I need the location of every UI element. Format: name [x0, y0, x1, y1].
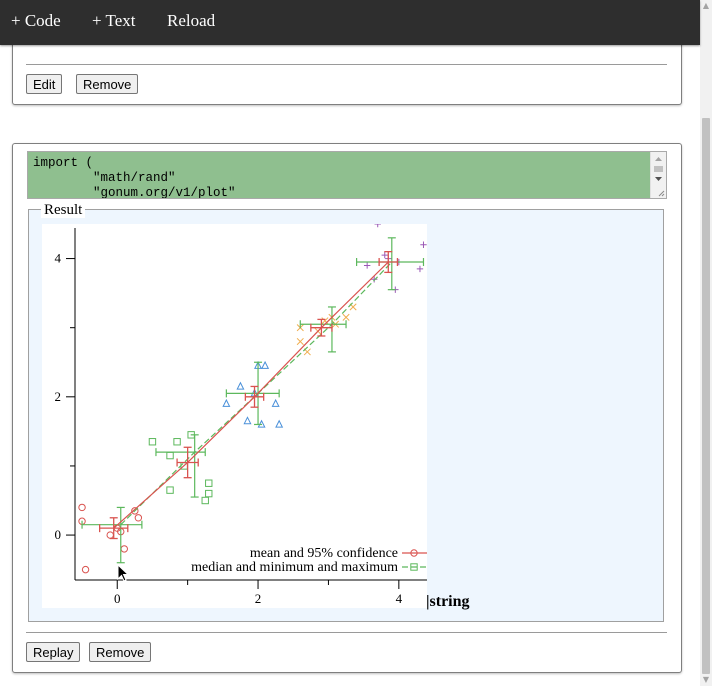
- y-tick-label: 0: [55, 527, 62, 542]
- remove-button[interactable]: Remove: [76, 74, 139, 94]
- y-tick-label: 4: [55, 251, 62, 266]
- x-tick-label: 2: [255, 591, 261, 606]
- edit-button[interactable]: Edit: [26, 74, 63, 94]
- mouse-cursor-icon: [117, 564, 129, 582]
- code-scrollbar-arrows-icon: [654, 157, 665, 197]
- legend-label: mean and 95% confidence: [250, 546, 398, 561]
- result-type-label: |string: [426, 593, 470, 610]
- scatter-point: [131, 507, 139, 515]
- scatter-point: [148, 438, 157, 446]
- scatter-point: [205, 489, 213, 498]
- scatter-point: [371, 276, 378, 283]
- x-tick-label: 0: [114, 591, 121, 606]
- scatter-point: [205, 479, 213, 487]
- scatter-point: [78, 503, 86, 512]
- code-scrollbar[interactable]: [650, 152, 666, 198]
- mean-series-line: [113, 261, 389, 529]
- scatter-point: [120, 545, 128, 553]
- scatter-point: [134, 514, 143, 522]
- scatter-point: [321, 317, 329, 325]
- scatter-point: [261, 360, 270, 369]
- scatter-point: [81, 565, 90, 574]
- scatter-point: [166, 486, 174, 494]
- scatter-point: [381, 251, 388, 259]
- cell-divider: [26, 632, 667, 633]
- plot-image: 0 2 4 0 2 4 mean and 95% confidence median and …: [42, 224, 427, 608]
- scatter-point: [275, 419, 284, 428]
- cell-code: import ( "math/rand" "gonum.org/v1/plot"…: [12, 143, 682, 673]
- add-code-button[interactable]: + Code: [11, 11, 61, 30]
- code-text[interactable]: import ( "math/rand" "gonum.org/v1/plot": [33, 156, 236, 199]
- scatter-point: [271, 398, 280, 407]
- result-legend: Result: [41, 202, 86, 218]
- scatter-point: [201, 496, 209, 505]
- scatter-point: [166, 451, 174, 460]
- scatter-point: [106, 531, 114, 539]
- scatter-point: [173, 438, 181, 446]
- scatter-point: [374, 224, 381, 228]
- toolbar: + Code + Text Reload: [0, 0, 700, 45]
- scatter-point: [342, 313, 350, 321]
- legend-marker: [410, 549, 418, 557]
- x-tick-label: 4: [396, 591, 403, 606]
- page-scrollbar-thumb[interactable]: [702, 118, 710, 674]
- legend-label: median and minimum and maximum: [191, 560, 398, 575]
- scatter-point: [296, 337, 304, 346]
- add-text-button[interactable]: + Text: [92, 11, 136, 30]
- code-editor[interactable]: import ( "math/rand" "gonum.org/v1/plot": [27, 151, 667, 199]
- scatter-point: [236, 381, 245, 390]
- reload-button[interactable]: Reload: [167, 11, 216, 30]
- scroll-down-arrow-icon[interactable]: ▼: [702, 675, 710, 684]
- scatter-point: [416, 265, 424, 273]
- scatter-point: [222, 398, 231, 407]
- scatter-point: [363, 262, 371, 269]
- scroll-up-arrow-icon[interactable]: ▲: [702, 1, 710, 10]
- scatter-point: [420, 241, 427, 248]
- cell-divider: [26, 64, 667, 65]
- scatter-point: [243, 416, 252, 425]
- legend-marker: [410, 563, 418, 571]
- y-tick-label: 2: [55, 389, 62, 404]
- replay-button[interactable]: Replay: [26, 642, 81, 662]
- remove-button[interactable]: Remove: [89, 642, 152, 662]
